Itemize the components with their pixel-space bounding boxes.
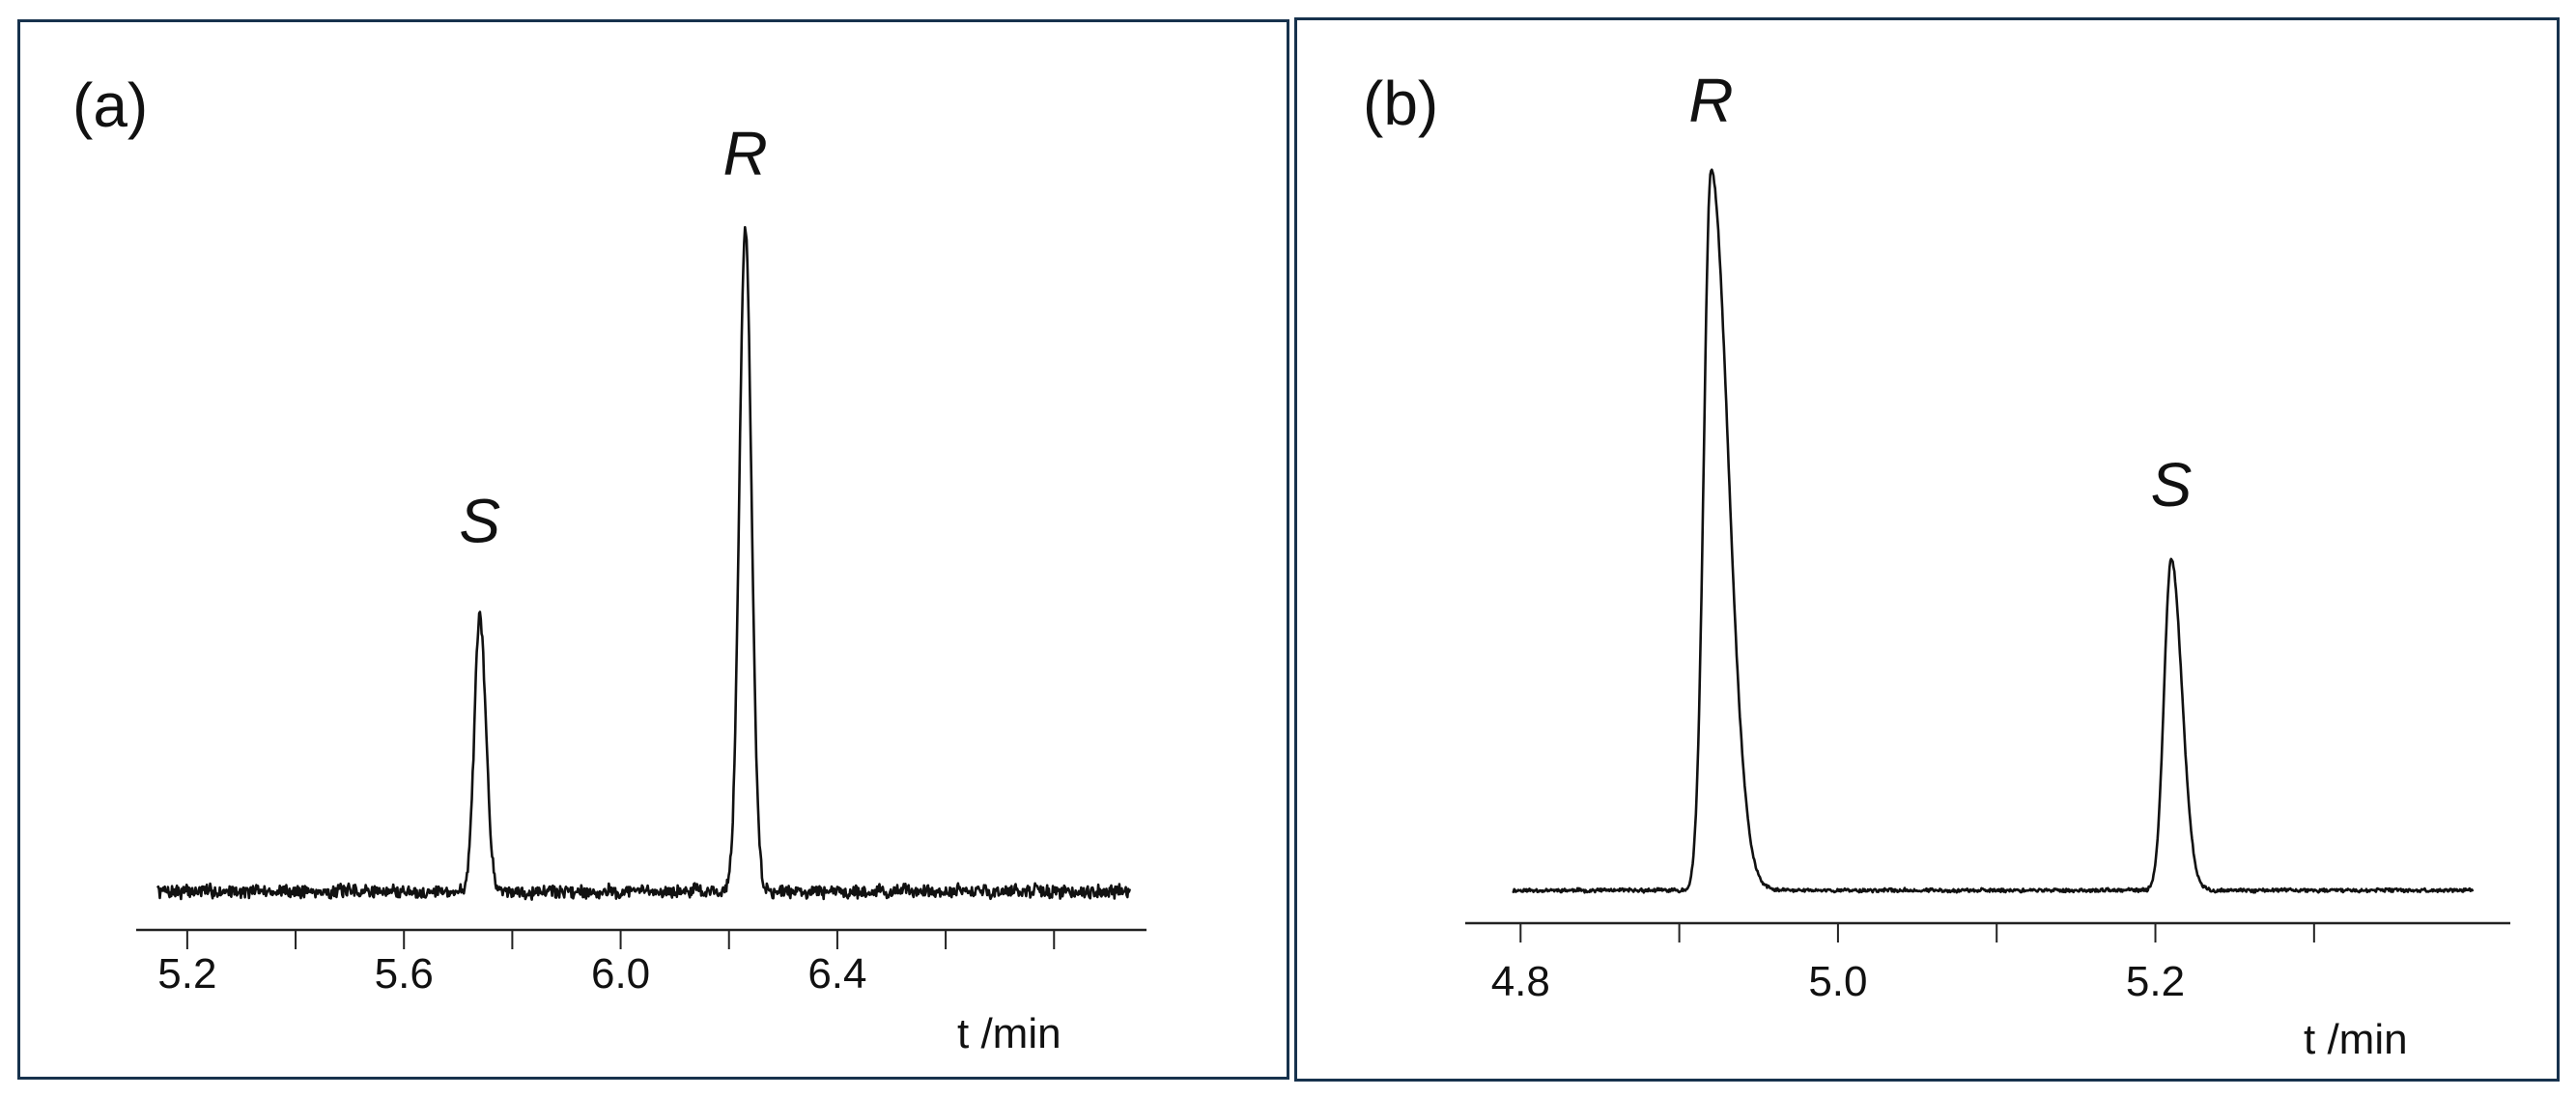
peak-label-s: S: [2151, 450, 2193, 520]
x-tick-label: 5.6: [375, 950, 434, 998]
x-axis-title: t /min: [2304, 1016, 2408, 1063]
x-tick-label: 5.2: [157, 950, 216, 998]
chart-a-svg: (a) 5.2 5.6 6.0 6.4 t /min S R: [72, 70, 1146, 1057]
x-tick-label: 6.4: [807, 950, 866, 998]
peak-label-s: S: [459, 486, 500, 555]
peak-label-r: R: [1688, 66, 1733, 135]
peak-label-r: R: [722, 119, 767, 188]
chart-panel-b: (b) 4.8 5.0 5.2 t /min R S: [1294, 17, 2560, 1082]
chart-panel-a: (a) 5.2 5.6 6.0 6.4 t /min S R: [17, 19, 1289, 1080]
chart-b-svg: (b) 4.8 5.0 5.2 t /min R S: [1363, 66, 2510, 1063]
panel-label: (b): [1363, 69, 1438, 138]
chromatogram-trace: [156, 226, 1132, 901]
x-axis-title: t /min: [957, 1010, 1062, 1057]
x-tick-label: 5.2: [2126, 958, 2185, 1005]
x-tick-label: 5.0: [1808, 958, 1867, 1005]
panel-label: (a): [72, 70, 148, 140]
x-tick-label: 4.8: [1491, 958, 1550, 1005]
chromatogram-trace: [1512, 168, 2475, 894]
x-tick-label: 6.0: [591, 950, 650, 998]
